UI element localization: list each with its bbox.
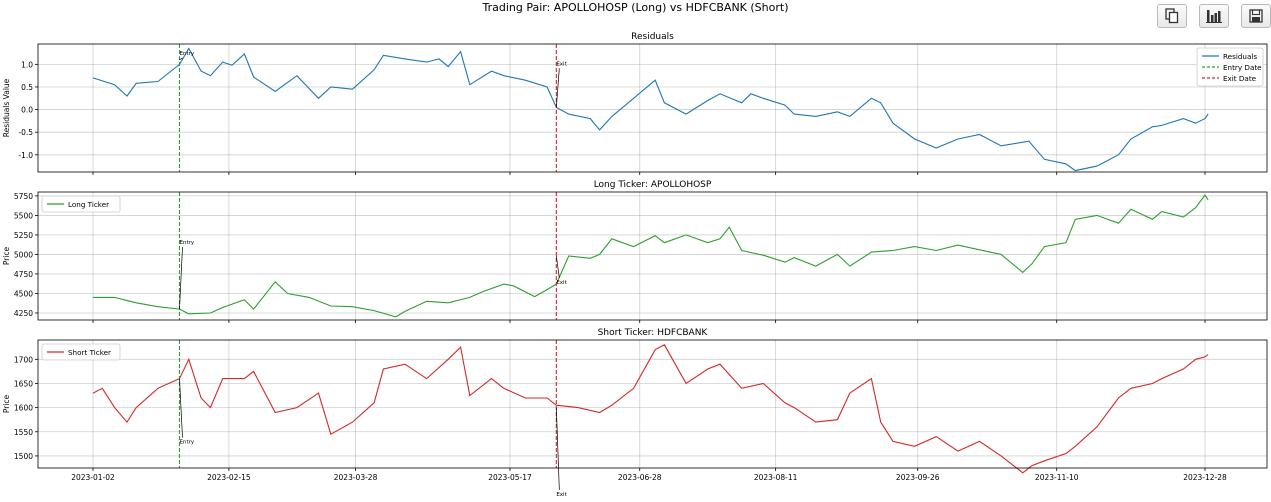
y-tick-label: 5250 <box>14 231 33 240</box>
bar-chart-icon <box>1206 10 1222 23</box>
x-tick-label: 2023-01-02 <box>71 473 115 482</box>
y-tick-label: 4250 <box>14 309 33 318</box>
y-tick-label: 1700 <box>14 355 33 364</box>
legend: Long Ticker <box>41 195 121 213</box>
x-tick-label: 2023-03-28 <box>334 473 378 482</box>
y-tick-label: 1600 <box>14 404 33 413</box>
legend-box <box>41 343 121 361</box>
legend-label: Residuals <box>1223 52 1257 61</box>
annotation-arrow <box>555 68 560 108</box>
annotation-label: Entry <box>179 240 194 246</box>
y-tick-label: 5750 <box>14 192 33 201</box>
y-tick-label: 1550 <box>14 428 33 437</box>
chart-type-button[interactable] <box>1199 4 1229 28</box>
y-tick-label: -1.0 <box>18 151 33 160</box>
y-tick-label: 0.0 <box>21 106 33 115</box>
y-axis-label: Price <box>2 394 11 413</box>
x-tick-label: 2023-12-28 <box>1183 473 1227 482</box>
legend: Residuals Entry Date Exit Date <box>1196 47 1264 87</box>
subplot-2: Long Ticker: APOLLOHOSP 5750 5500 5250 5000 4… <box>2 180 1268 323</box>
annotation-label: Exit <box>556 61 567 67</box>
annotation-arrow <box>555 407 560 491</box>
annotation-label: Entry <box>179 440 194 446</box>
y-tick-label: 1500 <box>14 452 33 461</box>
annotation-label: Exit <box>556 280 567 286</box>
annotation-label: Entry <box>179 51 194 57</box>
series-line-residuals <box>92 47 1209 172</box>
y-tick-label: 1650 <box>14 379 33 388</box>
subplot-frame <box>37 43 1268 173</box>
annotation-arrow <box>179 57 183 61</box>
legend-label: Long Ticker <box>68 200 109 209</box>
subplot-title: Short Ticker: HDFCBANK <box>598 328 709 338</box>
y-tick-label: 5000 <box>14 250 33 259</box>
figure-title: Trading Pair: APOLLOHOSP (Long) vs HDFCB… <box>482 1 789 14</box>
y-tick-label: 4500 <box>14 289 33 298</box>
legend-label: Exit Date <box>1223 74 1257 83</box>
save-icon <box>1249 9 1263 23</box>
y-tick-label: 1.0 <box>21 60 33 69</box>
y-tick-label: 5500 <box>14 211 33 220</box>
x-tick-label: 2023-09-26 <box>896 473 940 482</box>
subplot-title: Long Ticker: APOLLOHOSP <box>594 180 712 190</box>
subplot-frame <box>37 191 1268 321</box>
annotation-label: Exit <box>556 492 567 498</box>
series-line-long-ticker <box>93 194 1209 318</box>
y-tick-label: 4750 <box>14 270 33 279</box>
copy-button[interactable] <box>1157 4 1187 28</box>
save-button[interactable] <box>1241 4 1271 28</box>
subplot-1: Residuals 1.0 0.5 0.0 -0.5 -1.0 Residuals Valu… <box>2 32 1268 175</box>
legend-label: Short Ticker <box>68 348 111 357</box>
annotation-arrow <box>179 378 183 438</box>
x-tick-label: 2023-02-15 <box>207 473 251 482</box>
series-line-short-ticker <box>92 344 1209 474</box>
x-tick-label: 2023-05-17 <box>488 473 532 482</box>
y-axis-label: Price <box>2 246 11 265</box>
y-tick-label: -0.5 <box>18 128 33 137</box>
annotation-arrow <box>179 247 183 310</box>
legend-label: Entry Date <box>1223 63 1262 72</box>
subplot-title: Residuals <box>631 32 674 42</box>
x-tick-label: 2023-11-10 <box>1035 473 1079 482</box>
legend-box <box>1196 47 1264 87</box>
subplot-3: Short Ticker: HDFCBANK 1700 1650 1600 1550 15… <box>2 328 1268 498</box>
copy-icon <box>1165 8 1179 24</box>
legend: Short Ticker <box>41 343 121 361</box>
y-tick-label: 0.5 <box>21 83 33 92</box>
x-tick-label: 2023-08-11 <box>754 473 798 482</box>
legend-box <box>41 195 121 213</box>
subplot-frame <box>37 339 1268 469</box>
annotation-arrow <box>555 255 560 279</box>
x-tick-label: 2023-06-28 <box>618 473 662 482</box>
y-axis-label: Residuals Value <box>2 78 11 137</box>
